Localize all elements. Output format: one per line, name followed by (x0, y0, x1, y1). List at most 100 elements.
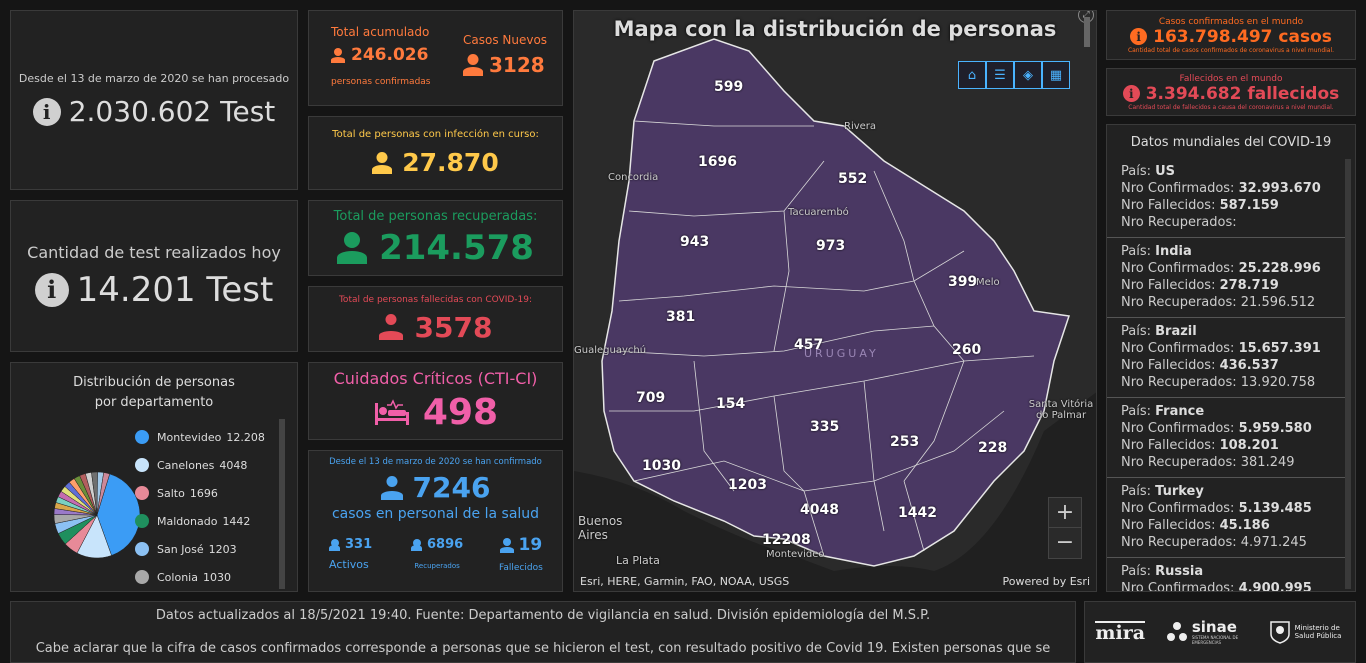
legend-item[interactable]: Colonia 1030 (135, 563, 265, 591)
legend-name: Montevideo (157, 430, 222, 444)
legend-item[interactable]: Salto 1696 (135, 479, 265, 507)
world-confirmed-value: 32.993.670 (1238, 181, 1321, 196)
accumulated-title: Total acumulado (331, 25, 430, 39)
world-country-item[interactable]: País: France Nro Confirmados: 5.959.580 Nr… (1107, 398, 1345, 478)
world-confirmed-label: Nro Confirmados: (1121, 581, 1239, 592)
map-canvas[interactable] (574, 11, 1097, 592)
basemap-gallery-icon[interactable]: ▦ (1042, 61, 1070, 89)
legend-value: 1203 (208, 542, 237, 556)
person-icon (329, 539, 340, 551)
staff-active-value: 331 (345, 537, 373, 552)
msp-logo: Ministerio de Salud Pública (1269, 620, 1345, 644)
world-country-item[interactable]: País: Brazil Nro Confirmados: 15.657.391 N… (1107, 318, 1345, 398)
world-deaths-value: 45.186 (1219, 518, 1270, 533)
active-value: 27.870 (402, 148, 499, 177)
legend-item[interactable]: Maldonado 1442 (135, 507, 265, 535)
world-country-value: India (1155, 244, 1192, 259)
world-recovered-value: 4.971.245 (1240, 535, 1307, 550)
world-country-label: País: (1121, 564, 1156, 579)
legend-list-icon[interactable]: ☰ (986, 61, 1014, 89)
map-count-label: 599 (714, 79, 744, 95)
world-confirmed-value: 163.798.497 casos (1153, 26, 1332, 47)
world-country-item[interactable]: País: Turkey Nro Confirmados: 5.139.485 Nr… (1107, 478, 1345, 558)
deceased-value: 3578 (414, 310, 493, 344)
map-count-label: 973 (816, 238, 846, 254)
layers-icon[interactable]: ◈ (1014, 61, 1042, 89)
world-confirmed-label: Nro Confirmados: (1121, 421, 1239, 436)
map-title: Mapa con la distribución de personas (613, 17, 1057, 41)
hospital-bed-icon (374, 398, 409, 425)
legend-item[interactable]: Canelones 4048 (135, 451, 265, 479)
map-count-label: 12208 (762, 532, 811, 548)
world-confirmed-value: 5.959.580 (1238, 421, 1312, 436)
world-recovered-value: 381.249 (1240, 455, 1295, 470)
world-data-panel: Datos mundiales del COVID-19 País: US Nro… (1106, 124, 1356, 592)
legend-scrollbar[interactable] (279, 419, 285, 589)
map-count-label: 228 (978, 440, 1008, 456)
legend-swatch (135, 430, 149, 444)
tests-today-value: 14.201 Test (76, 269, 274, 310)
world-scrollbar[interactable] (1345, 159, 1351, 589)
world-deaths-value: 3.394.682 fallecidos (1145, 83, 1340, 104)
world-country-value: Russia (1155, 564, 1204, 579)
world-data-title: Datos mundiales del COVID-19 (1130, 135, 1332, 150)
person-icon (331, 48, 345, 63)
legend-item[interactable]: San José 1203 (135, 535, 265, 563)
health-staff-value: 7246 (412, 471, 491, 504)
person-icon (463, 54, 483, 76)
new-cases-value: 3128 (489, 53, 545, 77)
map-place-label: La Plata (616, 554, 660, 567)
map-panel[interactable]: Mapa con la distribución de personas ⤢ ⌂… (573, 10, 1097, 592)
world-country-item[interactable]: País: Russia Nro Confirmados: 4.900.995 (1107, 558, 1345, 592)
legend-item[interactable]: Montevideo 12.208 (135, 423, 265, 451)
map-count-label: 399 (948, 274, 978, 290)
map-place-label: Melo (976, 277, 1000, 288)
world-confirmed-label: Nro Confirmados: (1121, 181, 1239, 196)
world-confirmed-sub: Cantidad total de casos confirmados de c… (1127, 46, 1335, 54)
map-count-label: 1030 (642, 458, 681, 474)
world-country-label: País: (1121, 404, 1156, 419)
zoom-in-button[interactable]: + (1049, 498, 1081, 528)
legend-value: 1696 (189, 486, 218, 500)
legend-value: 4048 (219, 458, 248, 472)
world-confirmed-label: Nro Confirmados: (1121, 501, 1239, 516)
distribution-panel: Distribución de personas por departament… (10, 362, 298, 592)
map-powered-by: Powered by Esri (1002, 575, 1090, 588)
world-recovered-value: 13.920.758 (1240, 375, 1316, 390)
world-deaths-panel: Fallecidos en el mundo i 3.394.682 falle… (1106, 68, 1356, 116)
legend-name: Colonia (157, 570, 198, 584)
world-confirmed-label: Nro Confirmados: (1121, 341, 1239, 356)
zoom-out-button[interactable]: − (1055, 530, 1075, 555)
country-label: URUGUAY (804, 347, 879, 360)
world-deaths-label: Nro Fallecidos: (1121, 518, 1220, 533)
world-country-item[interactable]: País: India Nro Confirmados: 25.228.996 Nr… (1107, 238, 1345, 318)
map-toolbar: ⌂ ☰ ◈ ▦ (958, 61, 1070, 89)
map-count-label: 552 (838, 171, 868, 187)
world-list[interactable]: País: US Nro Confirmados: 32.993.670 Nro F… (1107, 158, 1345, 592)
mira-logo: mira (1095, 621, 1146, 644)
legend-value: 12.208 (226, 430, 265, 444)
health-staff-subtitle: casos en personal de la salud (331, 506, 540, 522)
home-icon[interactable]: ⌂ (958, 61, 986, 89)
sinae-logo: sinae SISTEMA NACIONAL DE EMERGENCIAS (1166, 619, 1248, 645)
world-country-item[interactable]: País: US Nro Confirmados: 32.993.670 Nro F… (1107, 158, 1345, 238)
map-place-label: Buenos Aires (578, 514, 623, 542)
world-recovered-label: Nro Recuperados: (1121, 455, 1241, 470)
footer-updated: Datos actualizados al 18/5/2021 19:40. F… (155, 608, 931, 623)
accumulated-panel: Total acumulado 246.026 personas confirm… (308, 10, 563, 106)
world-confirmed-value: 5.139.485 (1238, 501, 1312, 516)
legend-value: 1442 (222, 514, 251, 528)
deceased-title: Total de personas fallecidas con COVID-1… (338, 294, 533, 305)
map-place-label: Tacuarembó (788, 207, 849, 218)
accumulated-sub: personas confirmadas (331, 77, 431, 87)
recovered-value: 214.578 (379, 227, 534, 268)
pie-slice[interactable] (96, 472, 111, 516)
recovered-panel: Total de personas recuperadas: 214.578 (308, 200, 563, 276)
map-scrollbar[interactable] (1084, 17, 1090, 47)
accumulated-value: 246.026 (351, 45, 429, 65)
map-count-label: 335 (810, 419, 840, 435)
person-icon (499, 538, 514, 553)
person-icon (411, 539, 422, 551)
world-recovered-label: Nro Recuperados: (1121, 295, 1241, 310)
health-staff-caption: Desde el 13 de marzo de 2020 se han conf… (329, 457, 542, 467)
